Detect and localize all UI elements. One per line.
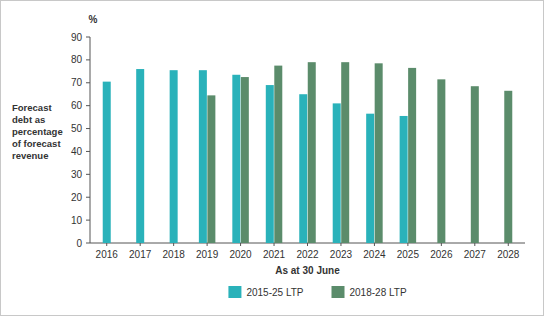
x-tick — [173, 243, 174, 246]
bar — [232, 75, 240, 243]
y-tick-label: 0 — [76, 238, 82, 249]
x-tick-label: 2016 — [96, 249, 119, 260]
y-tick — [86, 220, 90, 221]
bars — [103, 62, 513, 243]
y-tick-label: 20 — [71, 192, 83, 203]
bar — [266, 85, 274, 243]
bar — [103, 82, 111, 243]
y-tick-label: 80 — [71, 54, 83, 65]
y-tick-label: 90 — [71, 32, 83, 43]
bar — [504, 91, 512, 243]
y-axis — [90, 37, 91, 243]
bar — [341, 62, 349, 243]
x-tick — [307, 243, 308, 246]
bar — [170, 70, 178, 243]
y-tick-label: 50 — [71, 123, 83, 134]
y-tick — [86, 105, 90, 106]
x-tick-label: 2028 — [497, 249, 520, 260]
x-tick-label: 2022 — [296, 249, 319, 260]
x-tick — [106, 243, 107, 246]
bar — [366, 114, 374, 243]
y-tick-label: 10 — [71, 215, 83, 226]
bar — [375, 63, 383, 243]
legend-label: 2018-28 LTP — [350, 287, 407, 298]
legend-swatch — [332, 286, 345, 298]
x-axis-label: As at 30 June — [275, 265, 340, 276]
frame — [1, 1, 544, 316]
x-tick-label: 2021 — [263, 249, 286, 260]
y-tick — [86, 128, 90, 129]
x-tick — [140, 243, 141, 246]
x-tick-label: 2024 — [363, 249, 386, 260]
y-tick-label: 60 — [71, 100, 83, 111]
y-tick-label: 70 — [71, 77, 83, 88]
bar — [299, 94, 307, 243]
bar — [207, 95, 215, 243]
x-tick — [508, 243, 509, 246]
x-tick-label: 2027 — [464, 249, 487, 260]
legend-label: 2015-25 LTP — [246, 287, 303, 298]
x-tick — [340, 243, 341, 246]
x-tick-label: 2018 — [163, 249, 186, 260]
x-tick — [474, 243, 475, 246]
y-axis-label-line: debt as — [12, 114, 45, 125]
legend-swatch — [228, 286, 241, 298]
y-axis-label-line: revenue — [12, 150, 48, 161]
x-tick-label: 2017 — [129, 249, 152, 260]
legend: 2015-25 LTP 2018-28 LTP — [228, 286, 406, 298]
y-tick — [86, 197, 90, 198]
x-tick — [274, 243, 275, 246]
bar — [241, 77, 249, 243]
bar — [471, 86, 479, 243]
y-axis-label-line: Forecast — [12, 102, 52, 113]
bar — [408, 68, 416, 243]
y-tick — [86, 82, 90, 83]
bar — [274, 66, 282, 243]
y-tick-label: 40 — [71, 146, 83, 157]
x-tick-label: 2020 — [229, 249, 252, 260]
y-tick — [86, 243, 90, 244]
y-tick — [86, 151, 90, 152]
bar — [199, 70, 207, 243]
x-tick — [374, 243, 375, 246]
x-tick — [207, 243, 208, 246]
y-tick — [86, 59, 90, 60]
x-tick-label: 2025 — [397, 249, 420, 260]
x-tick-label: 2023 — [330, 249, 353, 260]
chart: 0 10 20 30 40 50 60 70 80 90% Forecastdebt asperce… — [0, 0, 544, 316]
y-axis-label-line: percentage — [12, 126, 63, 137]
bar — [333, 103, 341, 243]
bar — [437, 79, 445, 243]
x-tick-label: 2026 — [430, 249, 453, 260]
x-tick — [407, 243, 408, 246]
y-tick — [86, 174, 90, 175]
x-tick — [441, 243, 442, 246]
y-axis-label-line: of forecast — [12, 138, 61, 149]
x-tick-label: 2019 — [196, 249, 219, 260]
y-tick-label: 30 — [71, 169, 83, 180]
bar — [400, 116, 408, 243]
y-tick — [86, 37, 90, 38]
annotation: % — [89, 14, 98, 25]
x-tick — [240, 243, 241, 246]
bar — [308, 62, 316, 243]
y-axis-label: Forecastdebt aspercentageof forecastreve… — [12, 102, 63, 161]
bar — [136, 69, 144, 243]
